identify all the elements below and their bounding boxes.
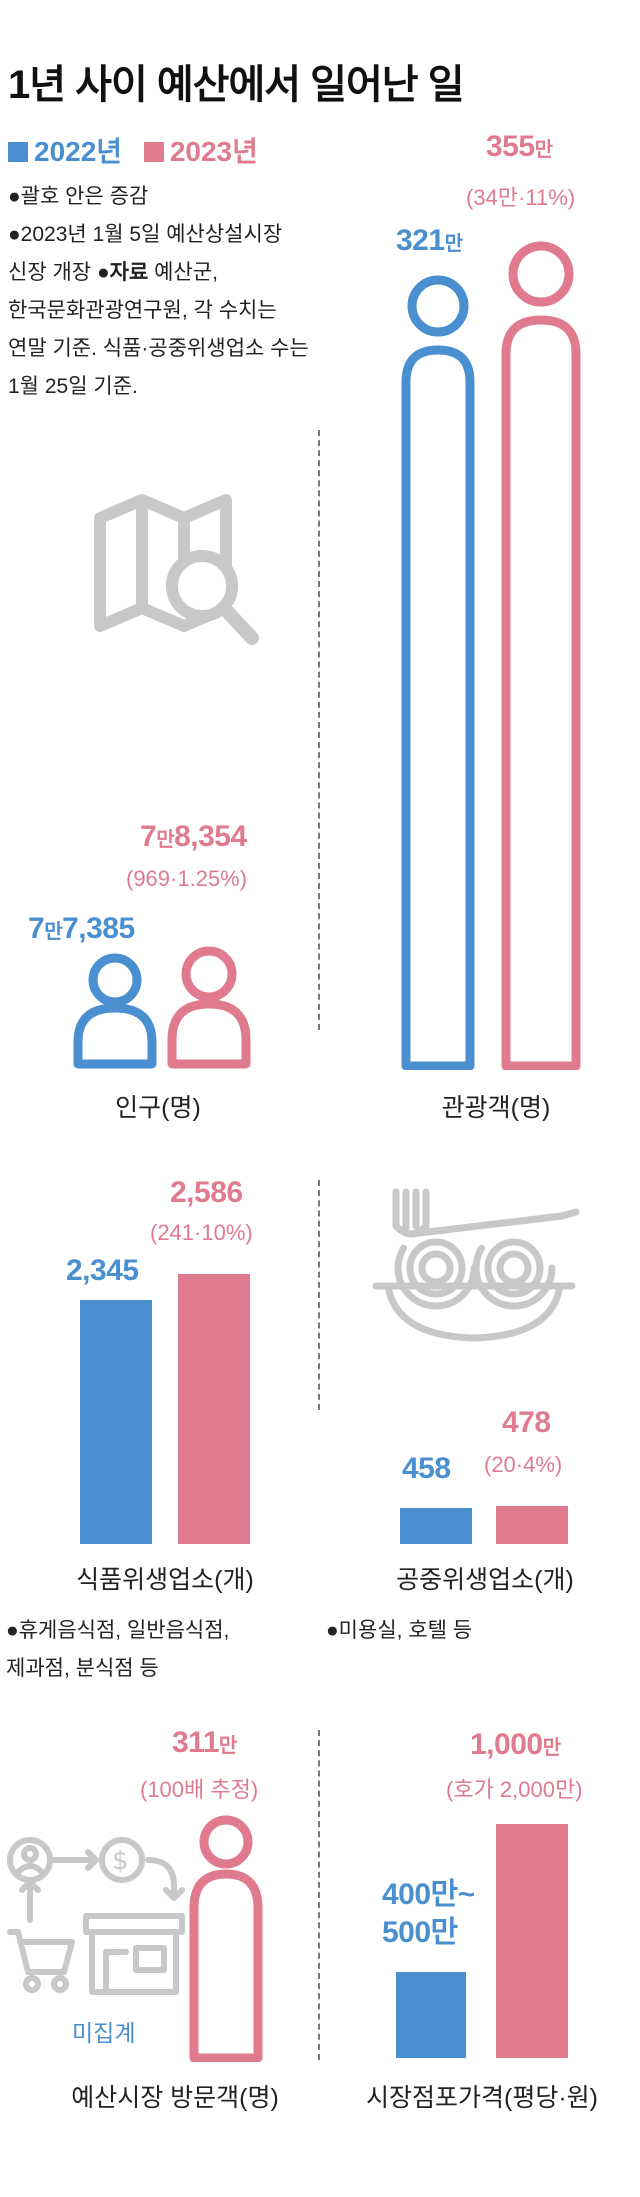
notes: ●괄호 안은 증감 ●2023년 1월 5일 예산상설시장 신장 개장 ●자료 …	[8, 178, 368, 406]
visitors-2023-value: 311만	[172, 1726, 237, 1759]
price-2023-value: 1,000만	[470, 1728, 561, 1761]
legend-2022-label: 2022년	[34, 136, 123, 167]
public-2022-value: 458	[402, 1452, 451, 1485]
population-label: 인구(명)	[115, 1094, 201, 1122]
legend-2022-swatch	[8, 142, 28, 162]
person-icon	[73, 953, 157, 1069]
price-2022-line: 400만~	[382, 1878, 475, 1911]
price-2022-value: 400만~ 500만	[382, 1876, 475, 1952]
food-note: ●휴게음식점, 일반음식점, 제과점, 분식점 등	[6, 1612, 316, 1688]
note-line: ●2023년 1월 5일 예산상설시장	[8, 223, 283, 246]
price-2022-bar	[396, 1972, 466, 2058]
note-line: 한국문화관광연구원, 각 수치는	[8, 299, 277, 322]
person-icon	[167, 946, 251, 1069]
note-line: 1월 25일 기준.	[8, 375, 138, 398]
price-2022-line: 500만	[382, 1916, 458, 1949]
public-2023-value: 478	[502, 1406, 551, 1439]
visitors-label: 예산시장 방문객(명)	[71, 2084, 279, 2112]
divider	[318, 430, 320, 1030]
divider	[318, 1180, 320, 1410]
tourists-2022-value: 321만	[396, 224, 463, 257]
note-line: 신장 개장 ●자료 예산군,	[8, 261, 218, 284]
price-2023-bar	[496, 1824, 568, 2058]
public-change: (20·4%)	[484, 1452, 563, 1477]
note-line: ●괄호 안은 증감	[8, 185, 149, 208]
food-note-line: 제과점, 분식점 등	[6, 1657, 159, 1680]
food-2022-bar	[80, 1300, 152, 1544]
tourists-label: 관광객(명)	[441, 1094, 551, 1122]
food-label: 식품위생업소(개)	[76, 1566, 254, 1594]
public-label: 공중위생업소(개)	[396, 1566, 574, 1594]
population-change: (969·1.25%)	[126, 866, 248, 891]
note-line: 연말 기준. 식품·공중위생업소 수는	[8, 337, 309, 360]
map-search-icon	[94, 494, 259, 645]
tourists-2023-bar	[501, 241, 581, 1070]
public-2022-bar	[400, 1508, 472, 1544]
population-2023-value: 7만8,354	[140, 820, 247, 853]
legend: 2022년 2023년	[8, 130, 258, 170]
food-2023-bar	[178, 1274, 250, 1544]
tourists-change: (34만·11%)	[466, 185, 576, 210]
food-2023-value: 2,586	[170, 1176, 243, 1209]
page-title: 1년 사이 예산에서 일어난 일	[8, 63, 464, 107]
price-change: (호가 2,000만)	[446, 1777, 583, 1802]
legend-2023-swatch	[143, 142, 164, 162]
legend-2023-label: 2023년	[169, 136, 258, 167]
tourists-2022-bar	[401, 275, 475, 1070]
public-2023-bar	[496, 1506, 568, 1544]
visitors-2023-bar	[189, 1815, 263, 2062]
public-note: ●미용실, 호텔 등	[326, 1619, 473, 1642]
food-note-line: ●휴게음식점, 일반음식점,	[6, 1619, 230, 1642]
svg-text:$: $	[112, 1846, 129, 1876]
food-change: (241·10%)	[150, 1220, 253, 1245]
source-label: ●자료	[96, 261, 149, 284]
shop-exchange-icon: $	[7, 1837, 185, 1995]
price-label: 시장점포가격(평당·원)	[366, 2084, 598, 2112]
spaghetti-fork-icon	[372, 1188, 580, 1342]
divider	[318, 1730, 320, 2060]
visitors-change: (100배 추정)	[140, 1777, 259, 1802]
food-2022-value: 2,345	[66, 1254, 139, 1287]
visitors-2022-value: 미집계	[72, 2020, 136, 2046]
tourists-2023-value: 355만	[486, 130, 553, 163]
population-2022-value: 7만7,385	[28, 912, 135, 945]
